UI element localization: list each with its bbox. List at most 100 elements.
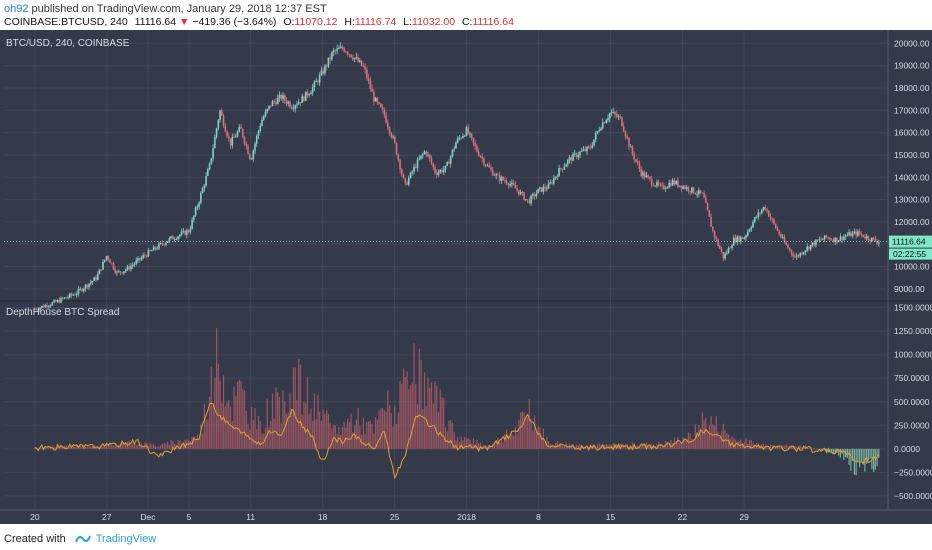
spread-bar (532, 430, 534, 449)
candle-body (308, 94, 310, 96)
candle-body (448, 162, 450, 164)
spread-bar (605, 443, 607, 449)
candle-body (631, 146, 634, 154)
open-value: 11070.12 (294, 16, 338, 28)
spread-bar (748, 439, 751, 449)
spread-bar (666, 442, 669, 449)
candle-body (135, 260, 137, 264)
candle-body (49, 305, 52, 307)
chart-svg[interactable]: 9000.0010000.0011000.0012000.0013000.001… (0, 30, 932, 524)
candle-body (173, 239, 176, 241)
candle-body (519, 191, 522, 195)
candle-body (421, 154, 424, 156)
spread-bar (296, 400, 298, 449)
candle-body (855, 231, 857, 236)
candle-body (56, 299, 59, 302)
author-link[interactable]: oh92 (4, 3, 29, 15)
candle-body (673, 180, 676, 185)
candle-body (509, 184, 511, 186)
candle-body (647, 175, 649, 177)
spread-bar (715, 416, 717, 449)
spread-bar (560, 444, 562, 449)
candle-body (186, 230, 188, 235)
candle-body (116, 271, 118, 273)
candle-body (427, 154, 429, 156)
spread-bar (561, 445, 564, 449)
candle-body (74, 294, 76, 296)
spread-bar (44, 447, 46, 449)
candle-body (621, 117, 623, 127)
candle-body (423, 151, 426, 155)
spread-bar (354, 425, 356, 449)
candle-body (414, 166, 417, 168)
spread-bar (670, 439, 672, 449)
spread-bar (787, 446, 789, 449)
spread-bar (633, 446, 635, 449)
spread-bar (720, 431, 723, 449)
candle-body (311, 87, 314, 93)
spread-bar (575, 444, 578, 449)
candle-body (851, 232, 854, 237)
candle-body (304, 91, 307, 101)
candle-body (401, 169, 403, 175)
candle-body (582, 149, 585, 151)
spread-bar (161, 443, 164, 449)
spread-bar (499, 442, 501, 449)
chart-area[interactable]: 9000.0010000.0011000.0012000.0013000.001… (0, 30, 932, 524)
candle-body (338, 48, 340, 50)
candle-body (292, 108, 295, 110)
candle-body (163, 244, 165, 245)
candle-body (808, 246, 810, 250)
candle-body (547, 183, 550, 189)
candle-body (297, 102, 300, 105)
candle-body (804, 250, 807, 253)
candle-body (790, 249, 793, 254)
spread-bar (53, 446, 55, 449)
candle-body (404, 178, 407, 183)
candle-body (650, 178, 653, 185)
spread-bar (817, 448, 819, 450)
spread-bar (55, 447, 57, 449)
spread-bar (860, 448, 862, 461)
candle-body (383, 109, 386, 115)
spread-bar (694, 424, 696, 449)
candle-body (607, 118, 609, 121)
spread-bar (645, 442, 648, 449)
candle-layer (4, 41, 888, 313)
spread-bar (104, 446, 106, 449)
spread-bar (474, 444, 476, 449)
candle-body (788, 248, 791, 250)
spread-bar (469, 439, 471, 449)
candle-body (862, 234, 864, 237)
candle-body (441, 170, 443, 173)
candle-body (409, 172, 412, 179)
spread-bar (128, 440, 130, 449)
grid-layer (0, 30, 932, 524)
candle-body (596, 131, 599, 134)
spread-bar (193, 436, 195, 449)
spread-bar (291, 408, 293, 449)
candle-body (231, 137, 234, 146)
spread-bar (534, 415, 536, 449)
candle-body (565, 164, 567, 167)
candle-body (65, 297, 68, 299)
candle-body (675, 180, 677, 185)
candle-body (346, 52, 349, 55)
spread-bar (298, 358, 300, 449)
candle-body (844, 235, 847, 237)
tradingview-brand[interactable]: TradingView (95, 533, 157, 545)
spread-bar (170, 440, 172, 449)
spread-bar (252, 420, 254, 449)
candle-body (827, 237, 829, 239)
spread-bar (602, 443, 604, 449)
candle-body (497, 174, 499, 176)
spread-bar (834, 448, 836, 454)
candle-body (172, 236, 174, 240)
spread-bar (413, 343, 415, 449)
spread-bar (825, 448, 828, 452)
spread-bar (282, 390, 284, 449)
candle-body (767, 210, 770, 217)
candle-body (699, 190, 702, 193)
candle-body (406, 182, 408, 185)
spread-bar (691, 438, 693, 449)
